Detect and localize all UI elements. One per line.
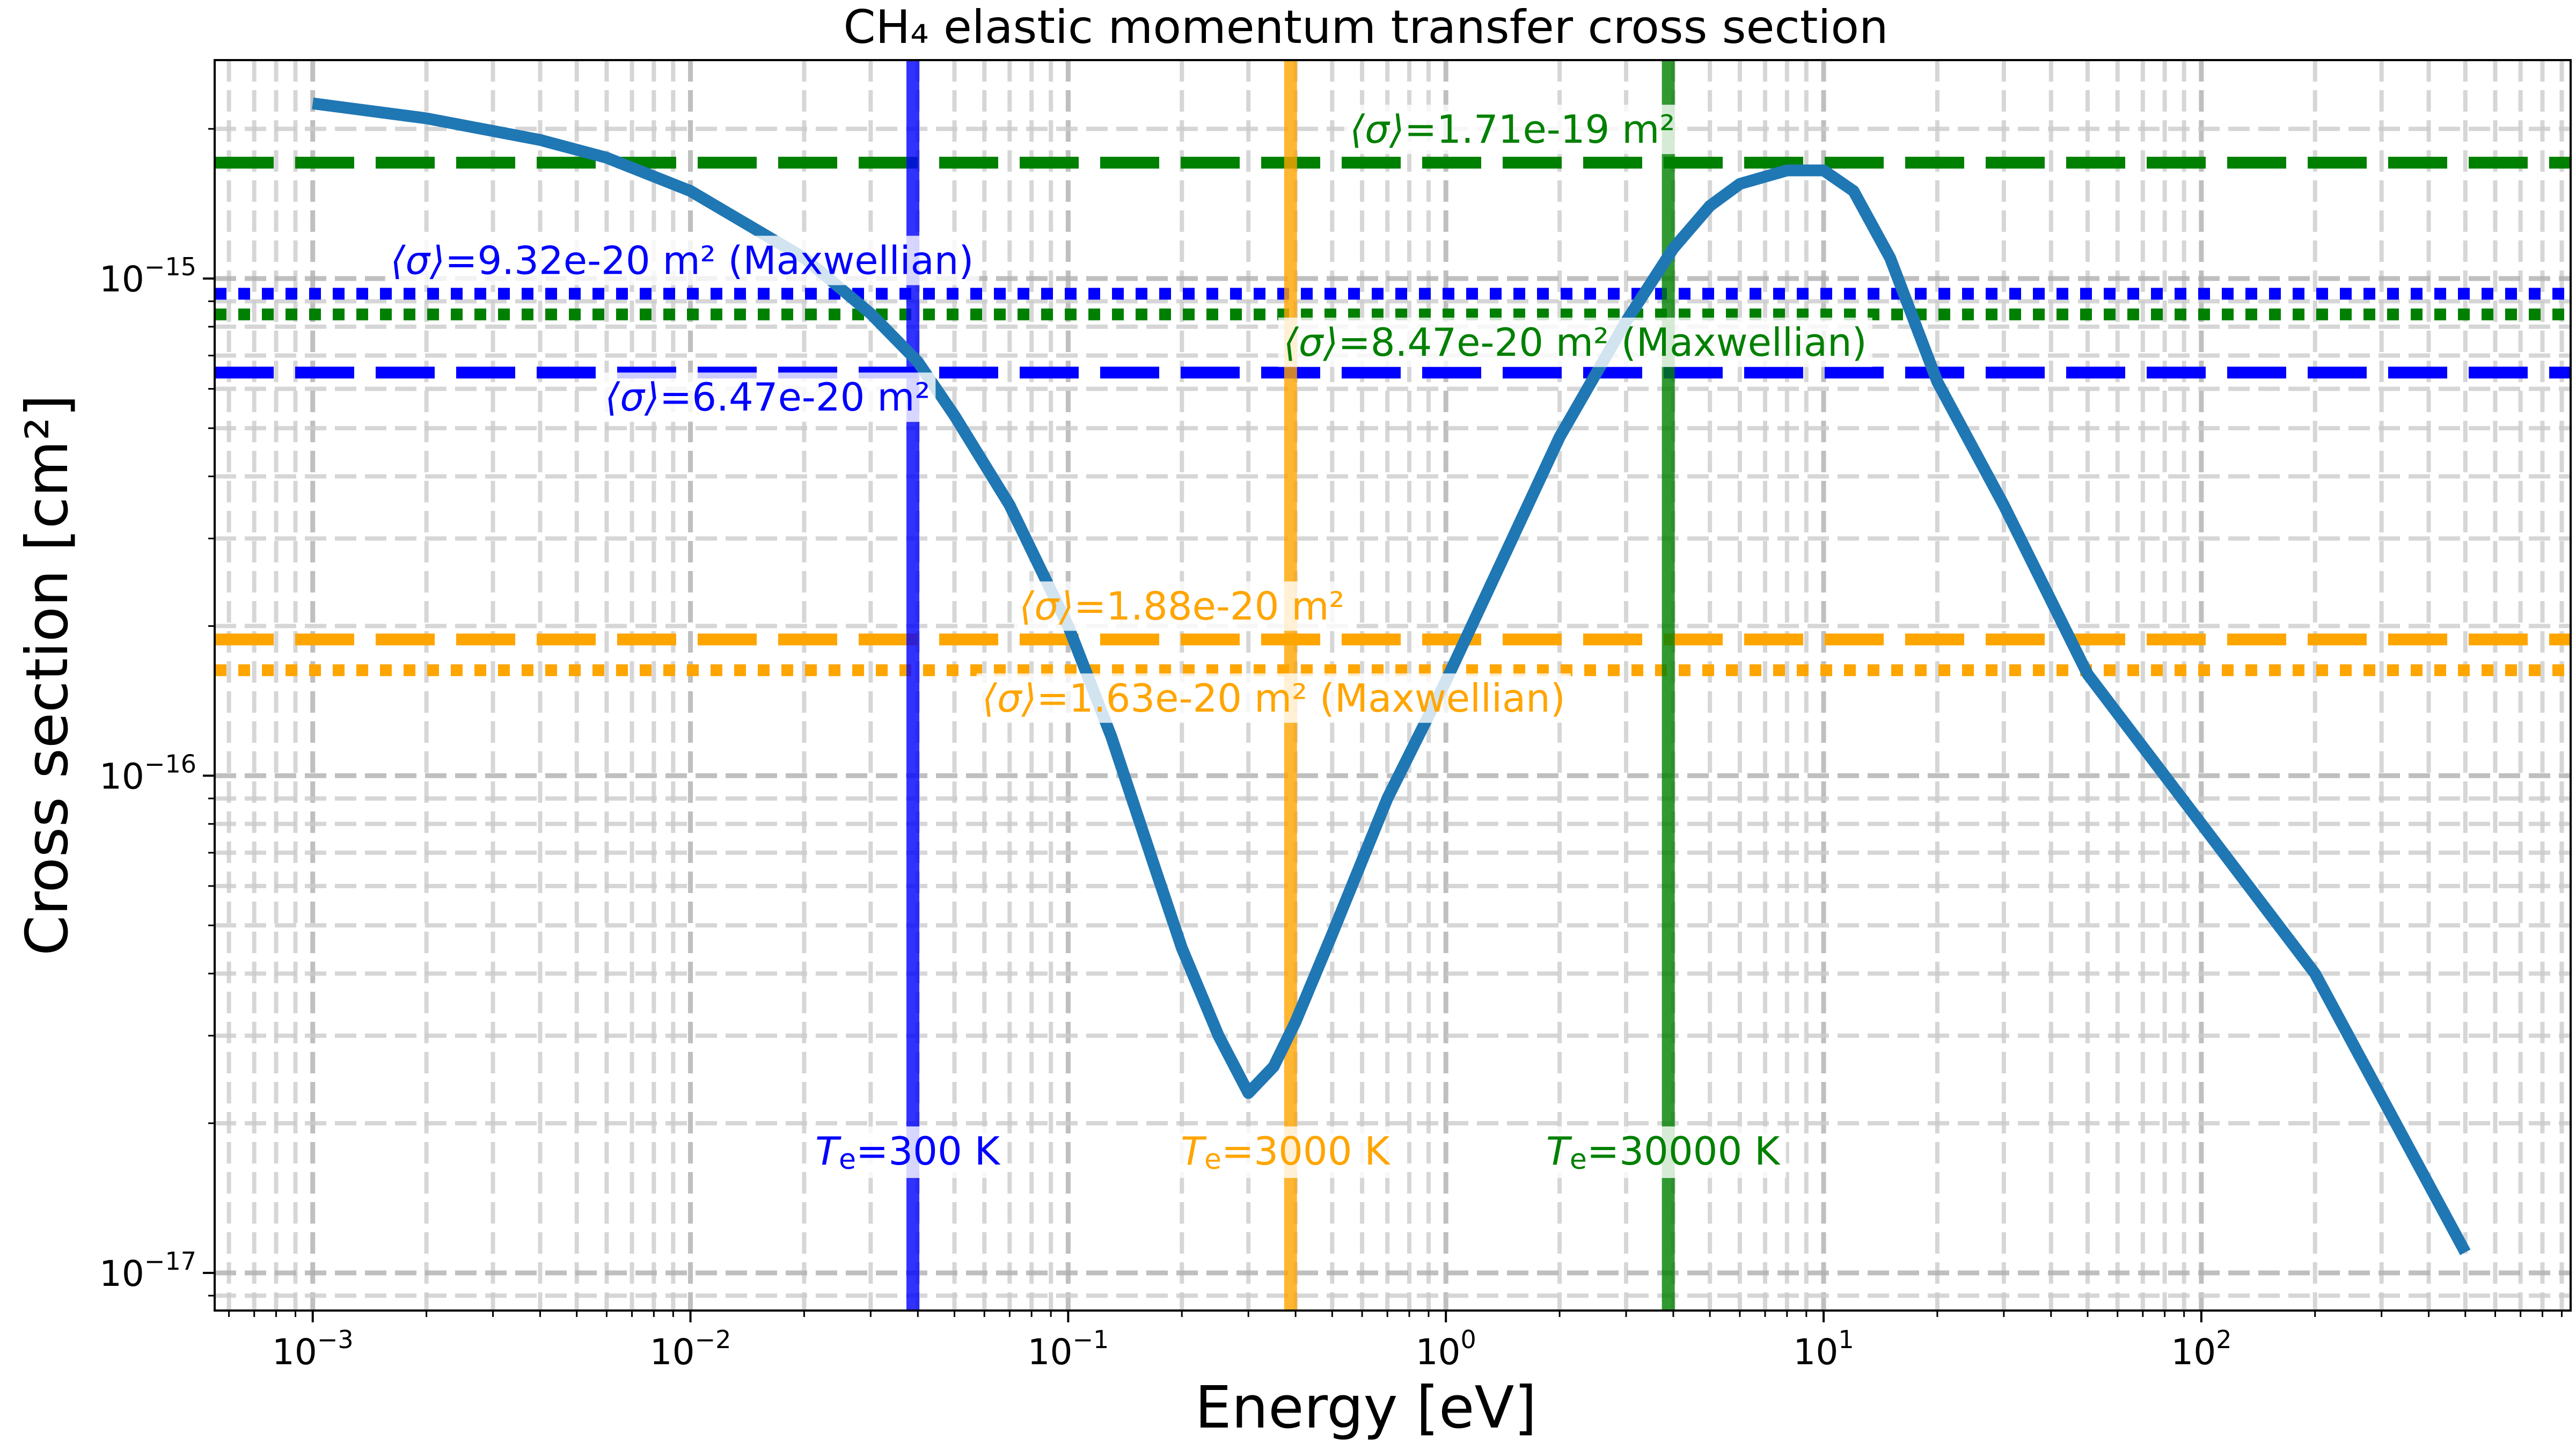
temperature-label: Te=300 K: [810, 1126, 1006, 1178]
y-tick-label-exponent: −15: [144, 252, 196, 281]
x-tick-label-exponent: 0: [1461, 1325, 1476, 1354]
chart-title: CH₄ elastic momentum transfer cross sect…: [843, 1, 1888, 54]
mean-cross-section-label-text: ⟨σ⟩=6.47e-20 m²: [605, 375, 930, 420]
grid: [215, 60, 2571, 1311]
temperature-label-part: e: [1204, 1144, 1221, 1176]
temperature-label-part: =30000 K: [1587, 1129, 1781, 1174]
mean-cross-section-label: ⟨σ⟩=1.63e-20 m² (Maxwellian): [976, 673, 1571, 723]
x-axis-title: Energy [eV]: [1195, 1374, 1536, 1441]
mean-cross-section-label: ⟨σ⟩=1.88e-20 m²: [1014, 581, 1350, 631]
mean-cross-section-label-text: ⟨σ⟩=8.47e-20 m² (Maxwellian): [1284, 320, 1867, 365]
mean-cross-section-label-text: ⟨σ⟩=1.88e-20 m²: [1019, 583, 1344, 628]
y-tick-label-exponent: −17: [144, 1247, 196, 1276]
x-tick-label-base: 10: [1027, 1331, 1072, 1373]
temperature-label-background: [810, 1126, 1006, 1178]
x-tick-label-exponent: 1: [1838, 1325, 1854, 1354]
mean-cross-section-label-part: =1.63e-20 m² (Maxwellian): [1037, 676, 1565, 721]
mean-cross-section-label-part: =9.32e-20 m² (Maxwellian): [445, 238, 974, 283]
mean-cross-section-label-part: ⟨σ⟩: [605, 375, 660, 420]
y-tick-label-exponent: −16: [144, 749, 196, 778]
temperature-label-part: =300 K: [856, 1129, 1001, 1174]
y-tick-label: 10−15: [99, 252, 196, 300]
temperature-label-text: Te=300 K: [815, 1129, 1001, 1176]
y-tick-label: 10−17: [99, 1247, 196, 1294]
mean-cross-section-label-background: [1344, 105, 1681, 155]
y-axis-title: Cross section [cm²]: [14, 394, 81, 956]
mean-cross-section-label-part: ⟨σ⟩: [1284, 320, 1338, 365]
mean-cross-section-label-background: [976, 673, 1571, 723]
temperature-label-background: [1540, 1126, 1787, 1178]
temperature-label: Te=30000 K: [1540, 1126, 1787, 1178]
y-tick-label-base: 10: [99, 259, 144, 300]
x-tick-label-base: 10: [1416, 1331, 1461, 1373]
y-tick-label: 10−16: [99, 749, 196, 797]
mean-cross-section-label-part: =8.47e-20 m² (Maxwellian): [1338, 320, 1867, 365]
x-tick-label: 10−1: [1027, 1325, 1109, 1373]
x-tick-label-exponent: −2: [695, 1325, 731, 1354]
temperature-label-text: Te=30000 K: [1546, 1129, 1781, 1176]
mean-cross-section-label-part: ⟨σ⟩: [390, 238, 445, 283]
mean-cross-section-lines: [215, 157, 2571, 676]
mean-cross-section-label-background: [1014, 581, 1350, 631]
x-tick-label-exponent: 2: [2216, 1325, 2231, 1354]
mean-cross-section-label-text: ⟨σ⟩=1.71e-19 m²: [1350, 107, 1675, 152]
x-tick-label-base: 10: [272, 1331, 317, 1373]
mean-cross-section-label: ⟨σ⟩=9.32e-20 m² (Maxwellian): [385, 236, 979, 286]
x-tick-label: 102: [2171, 1325, 2231, 1373]
temperature-label: Te=3000 K: [1175, 1126, 1396, 1178]
mean-cross-section-label-part: =1.71e-19 m²: [1404, 107, 1675, 152]
x-tick-label-exponent: −3: [317, 1325, 354, 1354]
x-tick-label-base: 10: [650, 1331, 695, 1373]
mean-cross-section-label-part: ⟨σ⟩: [1350, 107, 1404, 152]
x-tick-label: 10−3: [272, 1325, 354, 1373]
mean-cross-section-label-part: =6.47e-20 m²: [660, 375, 930, 420]
mean-cross-section-label: ⟨σ⟩=1.71e-19 m²: [1344, 105, 1681, 155]
mean-cross-section-label-part: ⟨σ⟩: [982, 676, 1037, 721]
x-tick-label-base: 10: [2171, 1331, 2216, 1373]
x-tick-label: 101: [1793, 1325, 1854, 1373]
x-tick-label: 10−2: [650, 1325, 731, 1373]
temperature-label-text: Te=3000 K: [1181, 1129, 1391, 1176]
y-tick-label-base: 10: [99, 756, 144, 797]
temperature-label-part: T: [1181, 1129, 1207, 1174]
mean-cross-section-label-background: [599, 372, 936, 422]
temperature-label-part: T: [1546, 1129, 1572, 1174]
x-tick-label-base: 10: [1793, 1331, 1838, 1373]
mean-cross-section-label-text: ⟨σ⟩=9.32e-20 m² (Maxwellian): [390, 238, 974, 283]
plot-frame: [214, 59, 2572, 1312]
temperature-label-part: =3000 K: [1221, 1129, 1391, 1174]
temperature-label-part: T: [815, 1129, 841, 1174]
mean-cross-section-label-text: ⟨σ⟩=1.63e-20 m² (Maxwellian): [982, 676, 1565, 721]
temperature-label-part: e: [1570, 1144, 1587, 1176]
mean-cross-section-label-background: [385, 236, 979, 286]
mean-cross-section-label: ⟨σ⟩=6.47e-20 m²: [599, 372, 936, 422]
mean-cross-section-label-background: [1278, 317, 1872, 367]
mean-cross-section-label-part: =1.88e-20 m²: [1074, 583, 1344, 628]
cross-section-curve: [312, 97, 2471, 1255]
mean-cross-section-label: ⟨σ⟩=8.47e-20 m² (Maxwellian): [1278, 317, 1872, 367]
x-tick-label: 100: [1416, 1325, 1476, 1373]
y-tick-label-base: 10: [99, 1253, 144, 1294]
temperature-label-part: e: [839, 1144, 856, 1176]
mean-cross-section-label-part: ⟨σ⟩: [1019, 583, 1074, 628]
annotation-labels: ⟨σ⟩=1.71e-19 m²⟨σ⟩=9.32e-20 m² (Maxwelli…: [385, 105, 1872, 1178]
x-tick-label-exponent: −1: [1072, 1325, 1109, 1354]
cross-section-series: [312, 97, 2471, 1255]
temperature-label-background: [1175, 1126, 1396, 1178]
